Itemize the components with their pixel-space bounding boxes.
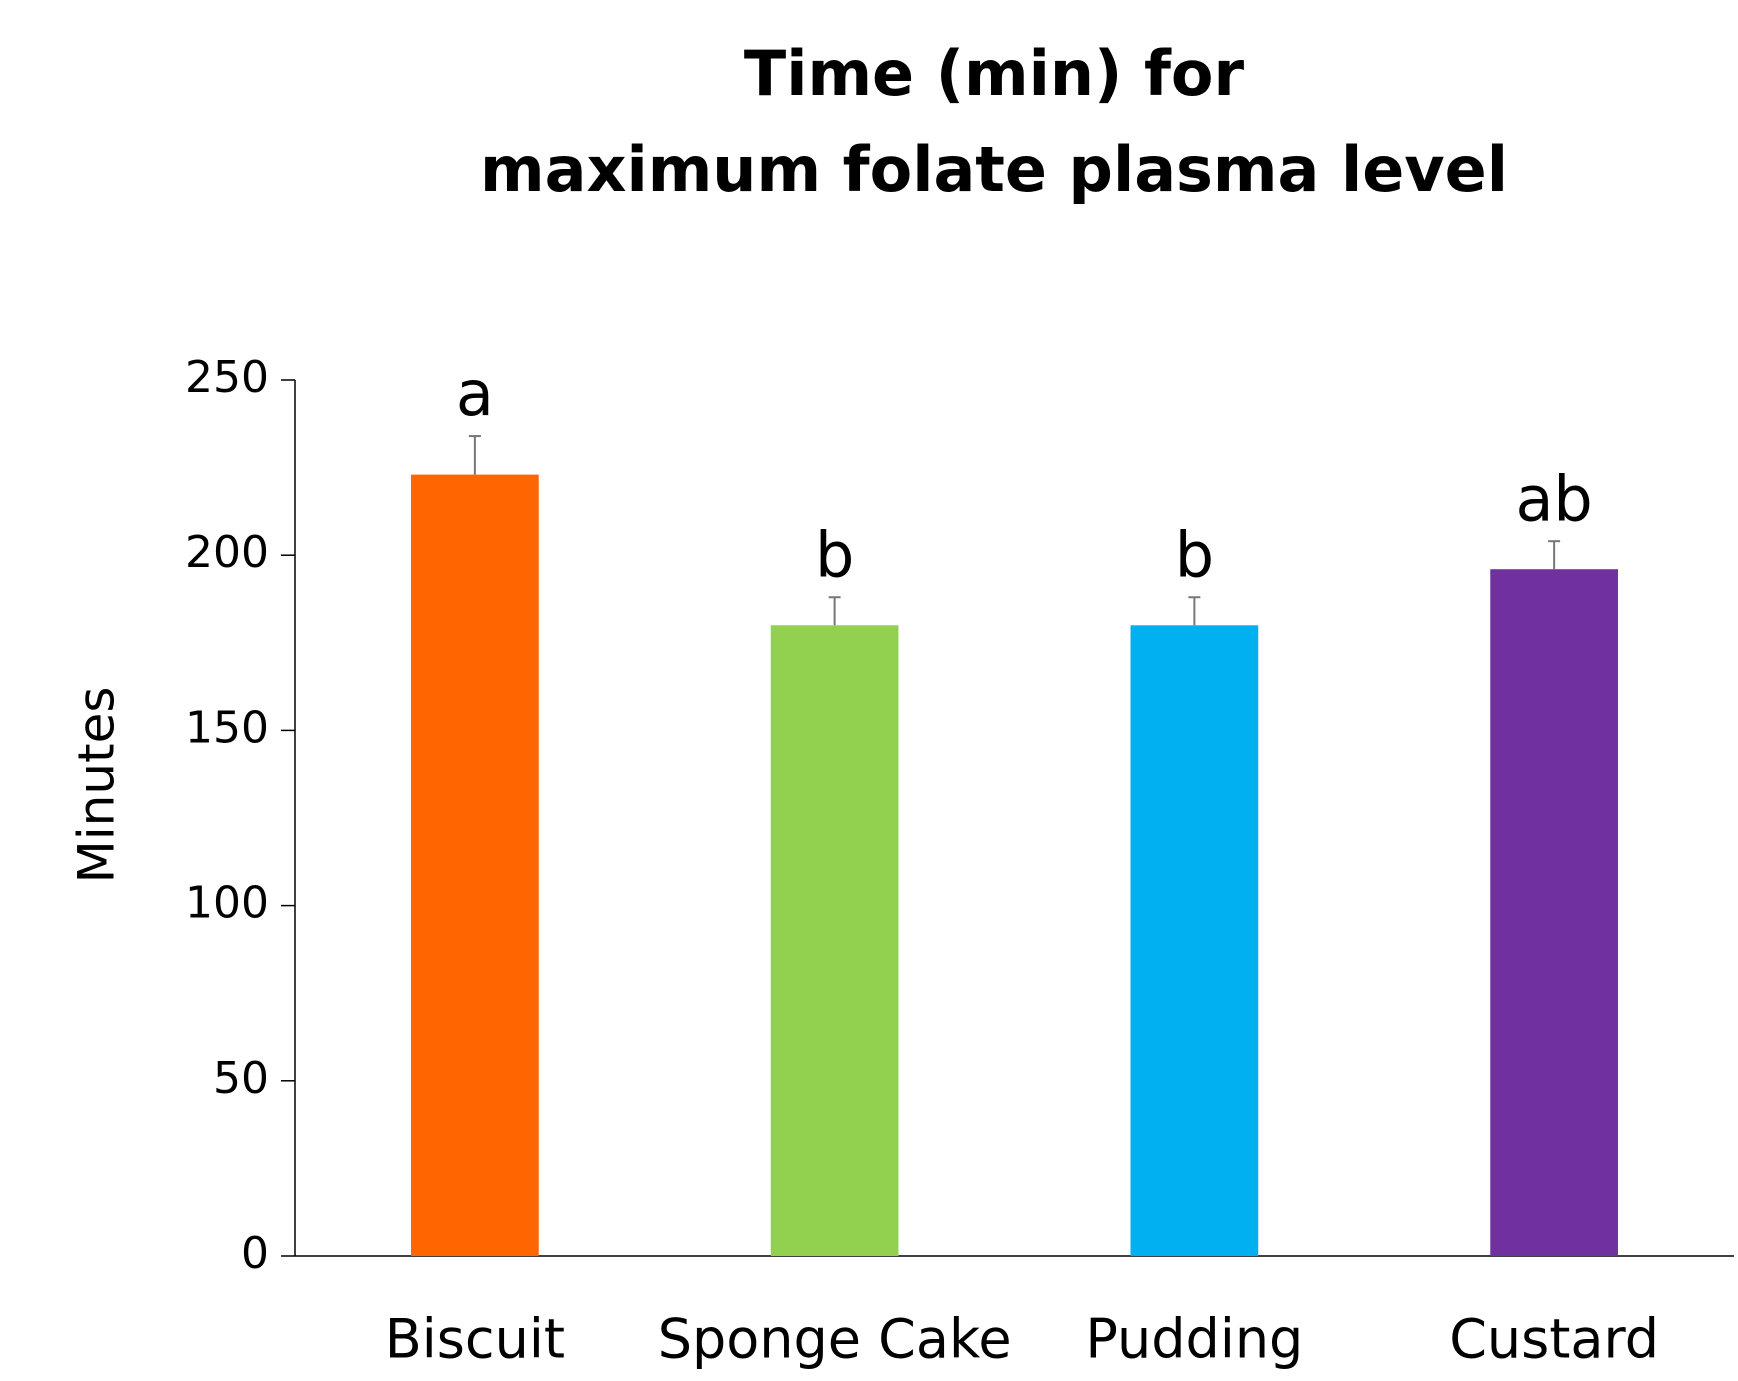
bar — [1130, 625, 1259, 1256]
error-bar — [1188, 596, 1201, 626]
error-bar — [828, 596, 841, 626]
x-tick-label: Sponge Cake — [658, 1308, 1012, 1371]
y-tick-label: 250 — [185, 352, 269, 403]
significance-label: a — [456, 357, 494, 430]
error-bar — [1548, 540, 1561, 570]
bar — [1490, 569, 1618, 1256]
y-tick-label: 0 — [241, 1228, 269, 1279]
y-tick-label: 150 — [185, 702, 269, 753]
error-bar — [468, 435, 481, 475]
significance-label: b — [815, 518, 854, 591]
x-tick-label: Pudding — [1085, 1308, 1303, 1371]
bar — [770, 625, 899, 1256]
chart-title: Time (min) for — [744, 37, 1245, 110]
x-tick-label: Biscuit — [385, 1308, 565, 1371]
significance-label: ab — [1515, 462, 1592, 535]
chart-title: maximum folate plasma level — [480, 133, 1508, 206]
y-tick-label: 100 — [185, 878, 269, 929]
bar — [411, 474, 539, 1256]
x-tick-label: Custard — [1449, 1308, 1659, 1371]
significance-label: b — [1175, 518, 1214, 591]
y-axis-label: Minutes — [68, 687, 126, 884]
y-tick-label: 50 — [213, 1053, 269, 1104]
y-tick-label: 200 — [185, 527, 269, 578]
